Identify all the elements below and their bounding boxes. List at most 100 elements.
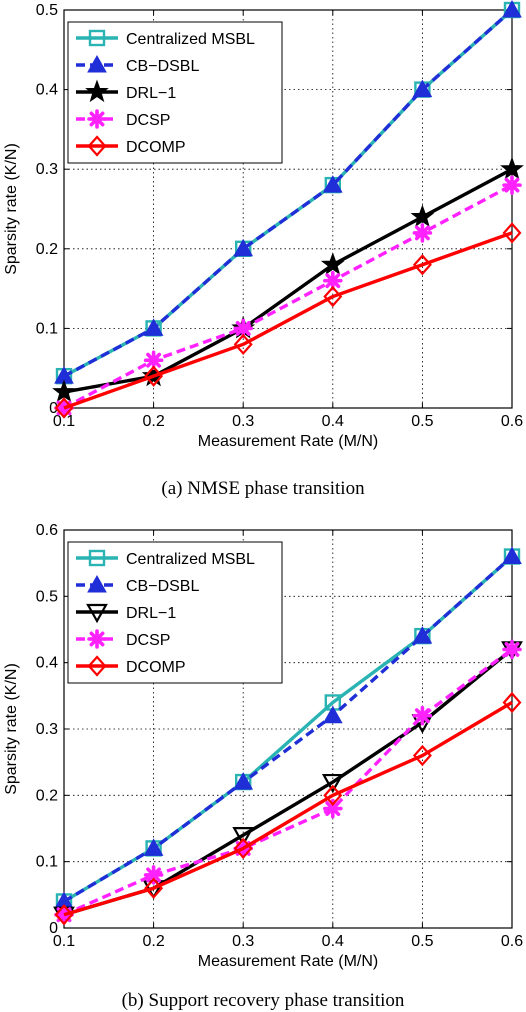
chart-a-legend-label-drl-1: DRL−1 bbox=[126, 85, 176, 102]
chart-a-ytick-label-2: 0.2 bbox=[36, 241, 58, 258]
chart-a-point-dcomp-0 bbox=[54, 397, 74, 419]
chart-b-legend-label-dcomp: DCOMP bbox=[126, 659, 186, 676]
chart-a-point-cb-dsbl-4 bbox=[412, 79, 433, 98]
chart-b-point-dcsp-4 bbox=[412, 705, 433, 726]
chart-b-ytick-label-5: 0.5 bbox=[36, 588, 58, 605]
chart-b-ytick-label-0: 0 bbox=[49, 920, 58, 937]
chart-b-legend-marker-dcsp bbox=[87, 629, 107, 649]
chart-b-ytick-label-6: 0.6 bbox=[36, 522, 58, 539]
chart-b-legend: Centralized MSBL CB−DSBL DRL−1 DCSP DCOMP bbox=[67, 541, 283, 684]
chart-b-point-drl-1-2 bbox=[232, 827, 255, 847]
chart-b-point-cb-dsbl-5 bbox=[502, 546, 522, 565]
chart-a-legend-marker-dcsp bbox=[87, 109, 107, 129]
chart-b-ylabel: Sparsity rate (K/N) bbox=[3, 663, 20, 795]
chart-b-point-dcsp-3 bbox=[323, 798, 343, 819]
chart-a: 0.1 0.2 0.3 0.4 0.5 0.6 0 0.1 0.2 0.3 0.4 0.5 Measur… bbox=[0, 0, 526, 470]
chart-b-series-dcomp bbox=[54, 691, 522, 926]
chart-a-legend-label-dcsp: DCSP bbox=[126, 112, 170, 129]
chart-a-ytick-label-1: 0.1 bbox=[36, 320, 58, 337]
chart-b-legend-marker-dcomp bbox=[87, 655, 107, 677]
chart-b-point-dcomp-1 bbox=[144, 877, 164, 899]
chart-a-xtick-label-2: 0.3 bbox=[232, 413, 254, 430]
chart-b-point-dcomp-5 bbox=[502, 691, 522, 714]
chart-a-point-drl-1-4 bbox=[410, 204, 435, 228]
chart-a-xtick-label-5: 0.6 bbox=[501, 413, 523, 430]
chart-a-ytick-label-3: 0.3 bbox=[36, 161, 58, 178]
chart-b-point-dcsp-1 bbox=[143, 865, 164, 885]
chart-b-legend-marker-cb-dsbl bbox=[87, 574, 107, 593]
chart-a-line-drl-1 bbox=[63, 167, 513, 394]
chart-a-point-dcomp-1 bbox=[144, 365, 164, 387]
chart-b-point-cb-dsbl-4 bbox=[412, 626, 433, 644]
chart-a-point-cb-dsbl-2 bbox=[233, 238, 254, 257]
chart-a-xtick-label-4: 0.5 bbox=[411, 413, 433, 430]
chart-b-xtick-label-2: 0.3 bbox=[232, 933, 254, 950]
chart-b-line-drl-1 bbox=[63, 648, 514, 917]
chart-a-point-drl-1-5 bbox=[500, 156, 524, 180]
chart-a-ytick-label-4: 0.4 bbox=[36, 82, 58, 99]
chart-a-point-drl-1-0 bbox=[52, 379, 76, 403]
chart-a-point-dcsp-3 bbox=[323, 270, 343, 291]
chart-b-xtick-label-5: 0.6 bbox=[501, 933, 523, 950]
chart-a-point-dcomp-5 bbox=[502, 222, 522, 244]
chart-b-legend-label-centralized-msbl: Centralized MSBL bbox=[126, 551, 255, 568]
chart-a-svg: 0.1 0.2 0.3 0.4 0.5 0.600.10.20.30.40.5Measur… bbox=[3, 0, 524, 450]
chart-a-series-dcomp bbox=[54, 222, 522, 419]
chart-b-legend-label-dcsp: DCSP bbox=[126, 632, 170, 649]
chart-a-ytick-label-0: 0 bbox=[49, 400, 58, 417]
chart-b-ytick-label-1: 0.1 bbox=[36, 854, 58, 871]
chart-b-line-cb-dsbl bbox=[63, 555, 514, 903]
chart-b-legend-label-drl-1: DRL−1 bbox=[126, 605, 176, 622]
chart-b-point-cb-dsbl-2 bbox=[233, 772, 254, 790]
chart-b-legend-marker-drl-1 bbox=[86, 603, 108, 624]
chart-a-point-cb-dsbl-3 bbox=[322, 175, 343, 193]
chart-a-legend-marker-drl-1 bbox=[85, 79, 109, 103]
chart-a-xtick-label-3: 0.4 bbox=[322, 413, 344, 430]
chart-a-point-dcsp-1 bbox=[143, 350, 164, 371]
chart-b-caption: (b) Support recovery phase transition bbox=[121, 990, 405, 1011]
chart-a-legend-marker-cb-dsbl bbox=[87, 54, 107, 73]
chart-b-xtick-label-0: 0.1 bbox=[53, 933, 75, 950]
chart-a-line-dcomp bbox=[63, 231, 513, 410]
chart-b-point-dcomp-4 bbox=[412, 744, 432, 767]
chart-b: 0.1 0.2 0.3 0.4 0.5 0.6 0 0.1 0.2 0.3 0.4 0.5 0.6 Mea… bbox=[0, 520, 526, 990]
chart-b-line-dcomp bbox=[63, 701, 513, 917]
chart-a-point-dcsp-5 bbox=[502, 175, 522, 195]
chart-b-ytick-label-4: 0.4 bbox=[36, 655, 58, 672]
chart-a-xtick-label-1: 0.2 bbox=[142, 413, 164, 430]
chart-a-xtick-label-0: 0.1 bbox=[53, 413, 75, 430]
chart-a-ylabel: Sparsity rate (K/N) bbox=[3, 143, 20, 275]
chart-b-series-dcsp bbox=[54, 639, 522, 925]
chart-a-point-cb-dsbl-1 bbox=[143, 318, 164, 336]
chart-b-point-drl-1-3 bbox=[321, 773, 344, 794]
chart-a-point-drl-1-3 bbox=[320, 252, 345, 275]
chart-a-caption: (a) NMSE phase transition bbox=[161, 478, 365, 499]
chart-b-legend-marker-centralized-msbl bbox=[88, 549, 106, 567]
chart-b-ytick-label-3: 0.3 bbox=[36, 721, 58, 738]
chart-b-xtick-label-1: 0.2 bbox=[142, 933, 164, 950]
chart-a-point-dcsp-4 bbox=[412, 223, 433, 243]
chart-a-legend-marker-centralized-msbl bbox=[88, 29, 106, 47]
chart-b-point-cb-dsbl-3 bbox=[322, 705, 343, 724]
chart-b-point-dcsp-0 bbox=[54, 904, 74, 925]
chart-b-series-cb-dsbl bbox=[54, 546, 522, 909]
chart-b-line-dcsp bbox=[63, 648, 514, 917]
chart-a-legend-label-cb-dsbl: CB−DSBL bbox=[126, 58, 199, 75]
chart-a-series-cb-dsbl bbox=[54, 0, 522, 384]
chart-a-line-dcsp bbox=[63, 183, 513, 410]
chart-a-legend: Centralized MSBL CB−DSBL DRL−1 DCSP DCOMP bbox=[67, 21, 283, 164]
chart-b-point-dcomp-3 bbox=[323, 784, 343, 806]
chart-a-point-dcomp-4 bbox=[412, 254, 432, 276]
chart-a-series-dcsp bbox=[54, 175, 522, 418]
chart-a-point-cb-dsbl-5 bbox=[502, 0, 522, 18]
chart-a-ytick-label-5: 0.5 bbox=[36, 2, 58, 19]
chart-a-plot-frame bbox=[63, 9, 513, 409]
chart-b-xlabel: Measurement Rate (M/N) bbox=[198, 953, 379, 970]
chart-a-point-dcsp-0 bbox=[54, 398, 74, 418]
chart-b-xtick-label-3: 0.4 bbox=[322, 933, 344, 950]
chart-a-legend-marker-dcomp bbox=[87, 135, 107, 157]
chart-b-series-drl-1 bbox=[53, 641, 523, 926]
chart-b-legend-label-cb-dsbl: CB−DSBL bbox=[126, 578, 199, 595]
chart-b-svg: 0.1 0.2 0.3 0.4 0.5 0.600.10.20.30.40.50.6Mea… bbox=[3, 522, 523, 970]
chart-a-legend-label-dcomp: DCOMP bbox=[126, 139, 186, 156]
